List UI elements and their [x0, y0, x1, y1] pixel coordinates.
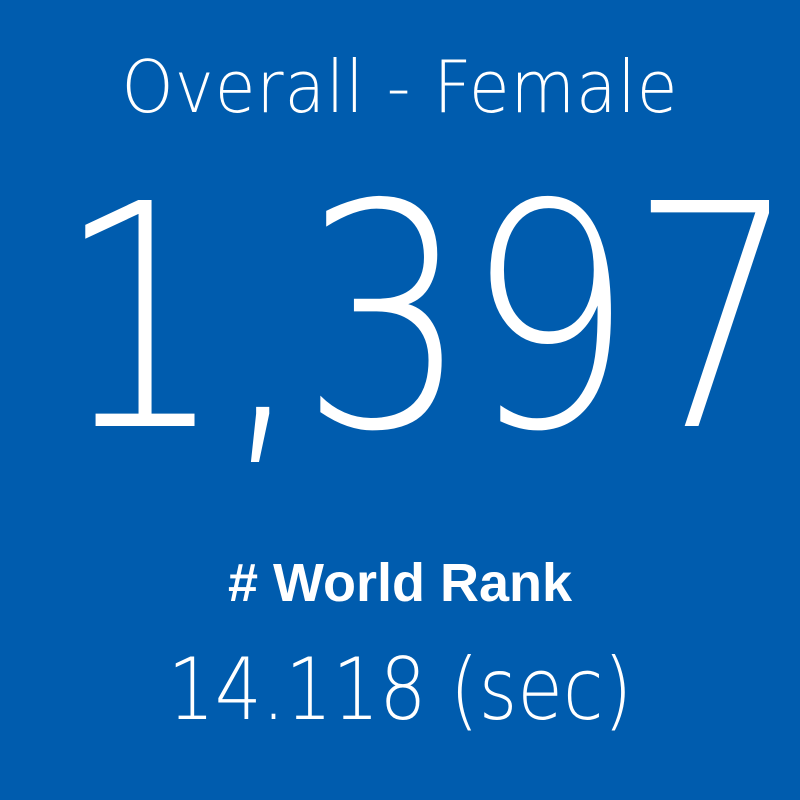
time-value: 14.118 (sec) [167, 640, 633, 740]
rank-value: 1,397 [56, 139, 799, 500]
title: Overall - Female [121, 45, 679, 129]
rank-label: # World Rank [227, 553, 573, 613]
